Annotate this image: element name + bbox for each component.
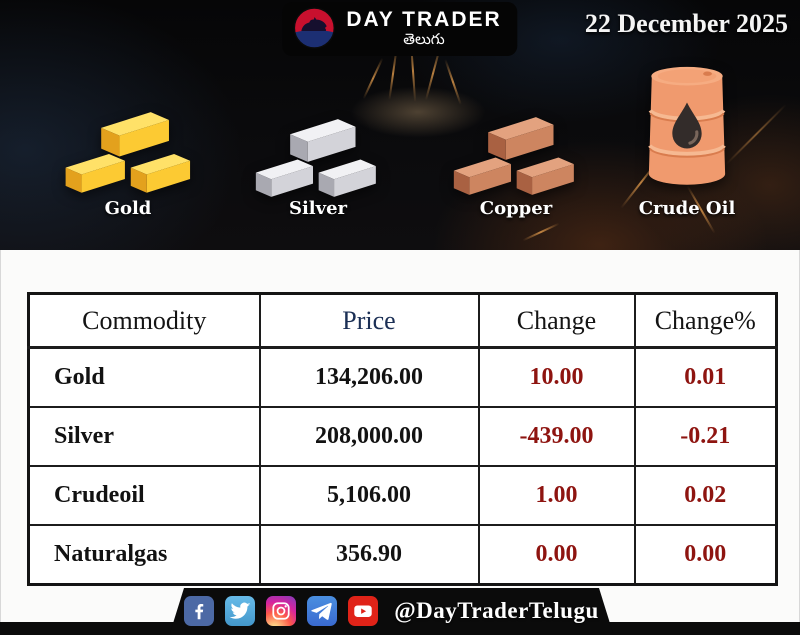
cell-change-pct: -0.21 — [633, 406, 778, 467]
cell-price: 5,106.00 — [258, 465, 480, 526]
social-handle: @DayTraderTelugu — [394, 597, 599, 623]
silver-bars-icon — [255, 119, 376, 197]
date-label: 22 December 2025 — [584, 9, 788, 38]
col-header-price: Price — [258, 292, 480, 349]
brand-logo: DAY TRADER తెలుగు — [282, 2, 518, 56]
col-header-commodity: Commodity — [27, 292, 261, 349]
col-header-change-pct: Change% — [633, 292, 778, 349]
price-table-container: Commodity Price Change Change% Gold 134,… — [27, 292, 778, 586]
cell-commodity: Gold — [27, 346, 261, 408]
brand-subtitle: తెలుగు — [403, 30, 445, 48]
spark-effect — [522, 222, 560, 242]
hero-banner: DAY TRADER తెలుగు 22 December 2025 — [0, 0, 800, 250]
commodity-label-gold: Gold — [104, 198, 152, 219]
bull-logo-icon — [293, 7, 336, 49]
cell-change: 10.00 — [477, 346, 636, 408]
youtube-icon[interactable] — [348, 596, 378, 626]
brand-text: DAY TRADER తెలుగు — [346, 8, 501, 48]
spark-effect — [725, 103, 787, 166]
table-row-naturalgas: Naturalgas 356.90 0.00 0.00 — [27, 524, 778, 586]
copper-bars-icon — [453, 117, 574, 195]
table-row-gold: Gold 134,206.00 10.00 0.01 — [27, 346, 778, 408]
cell-commodity: Crudeoil — [27, 465, 261, 526]
gold-bars-icon — [65, 112, 191, 193]
col-header-change: Change — [477, 292, 636, 349]
cell-change-pct: 0.01 — [633, 346, 778, 408]
cell-price: 134,206.00 — [258, 346, 480, 408]
cell-price: 356.90 — [258, 524, 480, 586]
cell-commodity: Silver — [27, 406, 261, 467]
cell-price: 208,000.00 — [258, 406, 480, 467]
table-header-row: Commodity Price Change Change% — [27, 292, 778, 349]
commodity-price-table: Commodity Price Change Change% Gold 134,… — [27, 292, 778, 586]
commodity-label-crudeoil: Crude Oil — [638, 198, 736, 219]
cell-change-pct: 0.00 — [633, 524, 778, 586]
telegram-icon[interactable] — [307, 596, 337, 626]
brand-name: DAY TRADER — [346, 7, 502, 31]
table-row-crudeoil: Crudeoil 5,106.00 1.00 0.02 — [27, 465, 778, 526]
oil-barrel-icon — [648, 66, 726, 185]
facebook-icon[interactable] — [184, 596, 214, 626]
cell-commodity: Naturalgas — [27, 524, 261, 586]
cell-change: 0.00 — [477, 524, 636, 586]
instagram-icon[interactable] — [266, 596, 296, 626]
cell-change: 1.00 — [477, 465, 636, 526]
commodity-label-copper: Copper — [479, 198, 553, 219]
twitter-icon[interactable] — [225, 596, 255, 626]
social-ribbon: @DayTraderTelugu — [170, 588, 613, 633]
table-row-silver: Silver 208,000.00 -439.00 -0.21 — [27, 406, 778, 467]
commodity-label-silver: Silver — [288, 198, 348, 219]
cell-change: -439.00 — [477, 406, 636, 467]
cell-change-pct: 0.02 — [633, 465, 778, 526]
